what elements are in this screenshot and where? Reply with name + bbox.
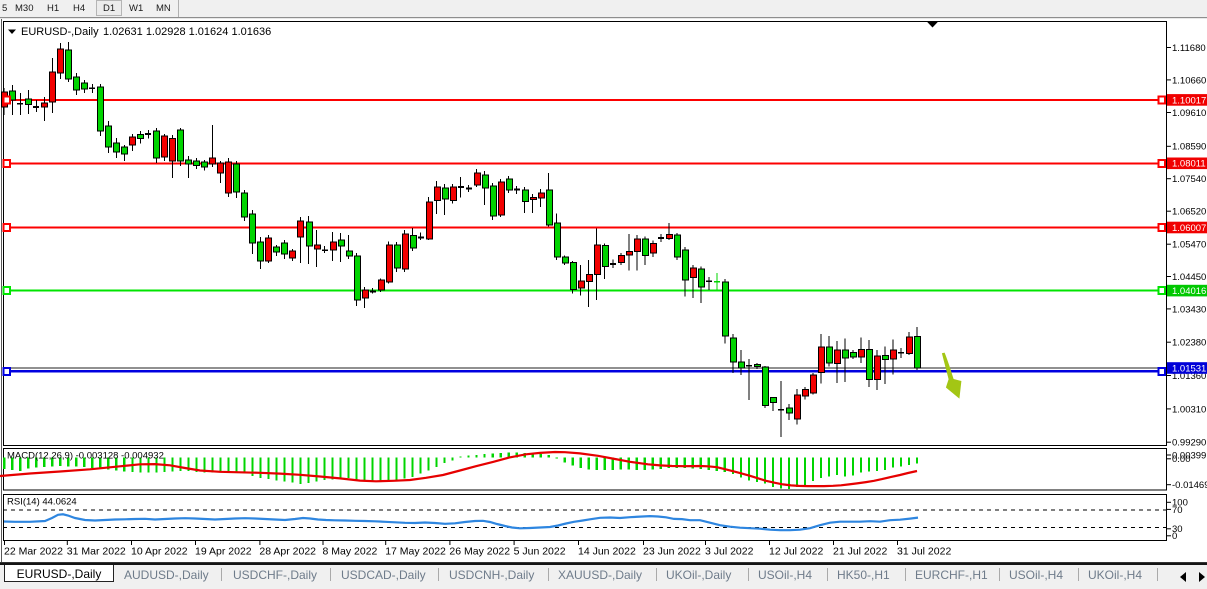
svg-text:19 Apr 2022: 19 Apr 2022 [195, 546, 252, 558]
svg-text:31 Mar 2022: 31 Mar 2022 [67, 546, 126, 558]
svg-text:RSI(14) 44.0624: RSI(14) 44.0624 [7, 496, 77, 507]
svg-text:MACD(12,26,9) -0.003128 -0.004: MACD(12,26,9) -0.003128 -0.004932 [7, 450, 164, 461]
svg-text:1.10660: 1.10660 [1172, 75, 1206, 86]
svg-text:EURUSD-,Daily: EURUSD-,Daily [21, 26, 99, 38]
svg-text:1.10017: 1.10017 [1172, 95, 1206, 106]
svg-text:1.00310: 1.00310 [1172, 404, 1206, 415]
svg-text:-0.01469: -0.01469 [1172, 480, 1207, 491]
svg-text:1.02631 1.02928 1.01624 1.0163: 1.02631 1.02928 1.01624 1.01636 [103, 26, 271, 38]
svg-text:1.11680: 1.11680 [1172, 43, 1206, 54]
svg-text:1.03430: 1.03430 [1172, 304, 1206, 315]
svg-text:12 Jul 2022: 12 Jul 2022 [769, 546, 823, 558]
svg-text:8 May 2022: 8 May 2022 [323, 546, 378, 558]
svg-text:0.00399: 0.00399 [1172, 450, 1206, 461]
svg-text:21 Jul 2022: 21 Jul 2022 [833, 546, 887, 558]
svg-text:1.01360: 1.01360 [1172, 371, 1206, 382]
svg-text:1.04450: 1.04450 [1172, 272, 1206, 283]
svg-text:14 Jun 2022: 14 Jun 2022 [578, 546, 636, 558]
svg-text:10 Apr 2022: 10 Apr 2022 [131, 546, 188, 558]
svg-text:1.06007: 1.06007 [1172, 223, 1206, 234]
svg-text:1.01531: 1.01531 [1172, 363, 1206, 374]
svg-text:0: 0 [1172, 531, 1177, 542]
svg-text:28 Apr 2022: 28 Apr 2022 [259, 546, 316, 558]
svg-text:0.00: 0.00 [1172, 454, 1191, 465]
svg-text:1.08590: 1.08590 [1172, 142, 1206, 153]
svg-text:5 Jun 2022: 5 Jun 2022 [514, 546, 566, 558]
svg-text:100: 100 [1172, 498, 1188, 509]
svg-text:1.09610: 1.09610 [1172, 108, 1206, 119]
svg-text:1.06520: 1.06520 [1172, 207, 1206, 218]
svg-text:1.02380: 1.02380 [1172, 338, 1206, 349]
svg-text:70: 70 [1172, 505, 1183, 516]
svg-text:0.99290: 0.99290 [1172, 438, 1206, 449]
svg-text:26 May 2022: 26 May 2022 [449, 546, 510, 558]
svg-text:23 Jun 2022: 23 Jun 2022 [643, 546, 701, 558]
svg-text:3 Jul 2022: 3 Jul 2022 [705, 546, 754, 558]
svg-text:1.07540: 1.07540 [1172, 174, 1206, 185]
svg-text:1.04016: 1.04016 [1172, 286, 1206, 297]
svg-text:1.08011: 1.08011 [1172, 159, 1206, 170]
svg-text:30: 30 [1172, 524, 1183, 535]
svg-text:17 May 2022: 17 May 2022 [385, 546, 446, 558]
svg-text:1.05470: 1.05470 [1172, 240, 1206, 251]
svg-text:31 Jul 2022: 31 Jul 2022 [897, 546, 951, 558]
svg-text:22 Mar 2022: 22 Mar 2022 [4, 546, 63, 558]
